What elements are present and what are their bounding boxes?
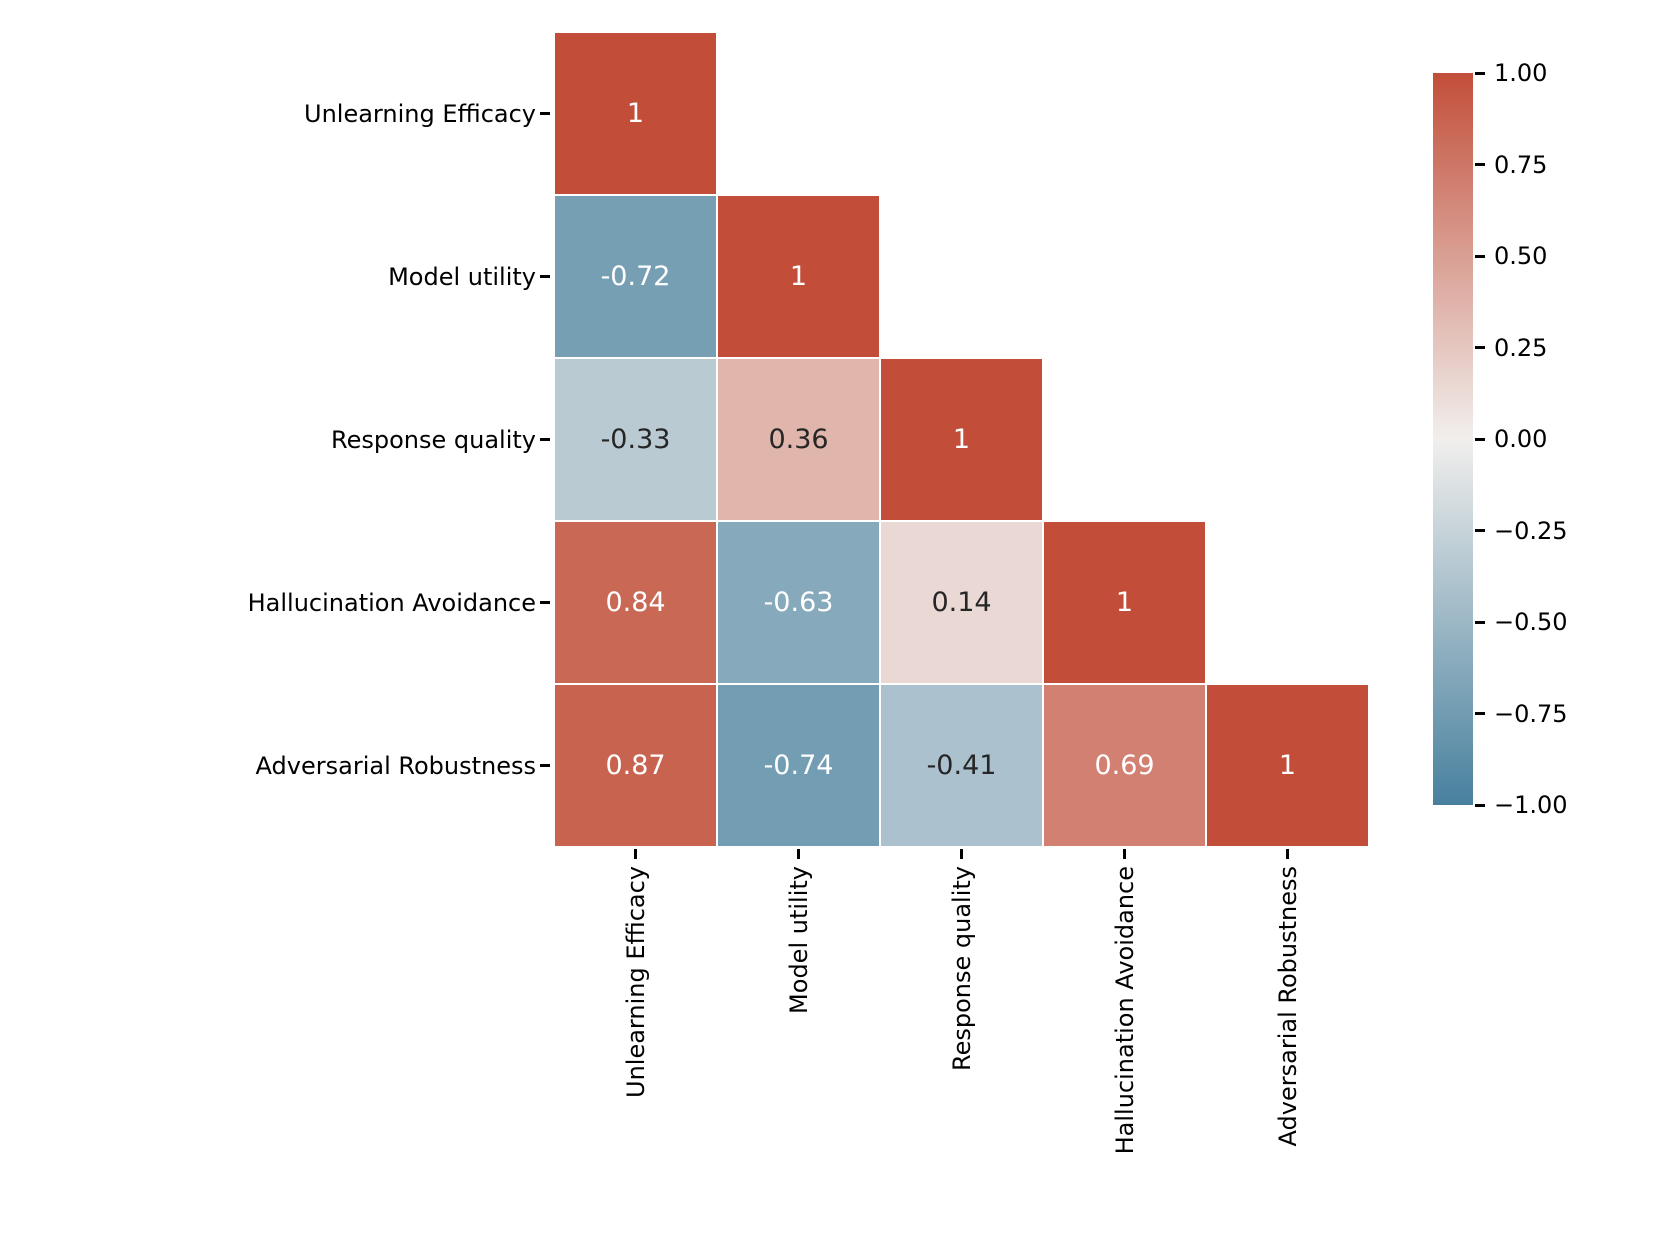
heatmap-cell: -0.33: [554, 358, 717, 521]
colorbar-tick-mark: [1475, 346, 1485, 349]
heatmap-cell-empty: [1206, 195, 1369, 358]
heatmap-cell-empty: [880, 32, 1043, 195]
colorbar-tick-label: −1.00: [1494, 791, 1568, 819]
colorbar-tick-label: −0.50: [1494, 608, 1568, 636]
colorbar-tick-mark: [1475, 803, 1485, 807]
heatmap-cell: 1: [554, 32, 717, 195]
y-tick-mark: [540, 275, 550, 278]
x-tick-mark: [634, 849, 637, 859]
x-tick-label: Unlearning Efficacy: [621, 866, 650, 1098]
x-tick-label: Model utility: [784, 866, 813, 1014]
heatmap-cell: 1: [1043, 521, 1206, 684]
colorbar-tick-label: −0.75: [1494, 699, 1568, 728]
y-tick-label: Unlearning Efficacy: [304, 99, 536, 128]
heatmap-cell-empty: [1043, 358, 1206, 521]
heatmap-cell: 0.84: [554, 521, 717, 684]
heatmap-cell: -0.63: [717, 521, 880, 684]
x-tick-label: Hallucination Avoidance: [1110, 866, 1139, 1155]
colorbar-tick-label: 1.00: [1494, 59, 1548, 87]
heatmap-cell: 1: [1206, 684, 1369, 847]
y-tick-mark: [540, 601, 550, 604]
heatmap-cell: 1: [717, 195, 880, 358]
heatmap-cell-empty: [880, 195, 1043, 358]
heatmap-cell: -0.72: [554, 195, 717, 358]
heatmap-cell-empty: [1043, 195, 1206, 358]
colorbar-tick-mark: [1475, 163, 1485, 166]
colorbar-tick-mark: [1475, 437, 1485, 441]
x-tick-mark: [1286, 849, 1289, 859]
y-tick-mark: [540, 112, 550, 115]
y-tick-label: Hallucination Avoidance: [247, 588, 536, 617]
colorbar-tick-label: 0.00: [1494, 425, 1548, 453]
y-tick-label: Model utility: [388, 262, 536, 291]
x-tick-mark: [797, 849, 800, 859]
colorbar-tick-mark: [1475, 712, 1485, 715]
colorbar-tick-mark: [1475, 71, 1485, 75]
colorbar-tick-label: −0.25: [1494, 516, 1568, 545]
colorbar-tick-mark: [1475, 620, 1485, 624]
heatmap-cell: -0.41: [880, 684, 1043, 847]
heatmap-cell-empty: [1206, 358, 1369, 521]
heatmap-cell-empty: [1206, 32, 1369, 195]
x-tick-label: Adversarial Robustness: [1273, 866, 1302, 1147]
heatmap-cell: -0.74: [717, 684, 880, 847]
heatmap-cell: 0.36: [717, 358, 880, 521]
colorbar-tick-label: 0.75: [1494, 150, 1548, 179]
colorbar-tick-mark: [1475, 254, 1485, 258]
heatmap-cell: 0.69: [1043, 684, 1206, 847]
y-tick-label: Response quality: [331, 425, 536, 454]
x-tick-mark: [960, 849, 963, 859]
colorbar-tick-mark: [1475, 529, 1485, 532]
heatmap-cell-empty: [717, 32, 880, 195]
heatmap-cell-empty: [1043, 32, 1206, 195]
heatmap-cell: 0.14: [880, 521, 1043, 684]
y-tick-label: Adversarial Robustness: [255, 751, 536, 780]
x-tick-label: Response quality: [947, 866, 976, 1071]
heatmap-cell: 0.87: [554, 684, 717, 847]
colorbar-gradient: [1433, 73, 1473, 805]
heatmap-grid: 1 -0.72 1 -0.33 0.36 1 0.84 -0.63 0.14 1 0.87 -0.74…: [554, 32, 1369, 847]
heatmap-cell-empty: [1206, 521, 1369, 684]
y-tick-mark: [540, 764, 550, 767]
heatmap-cell: 1: [880, 358, 1043, 521]
colorbar-tick-label: 0.50: [1494, 242, 1548, 270]
colorbar-tick-label: 0.25: [1494, 333, 1548, 362]
y-tick-mark: [540, 438, 550, 441]
x-tick-mark: [1123, 849, 1126, 859]
